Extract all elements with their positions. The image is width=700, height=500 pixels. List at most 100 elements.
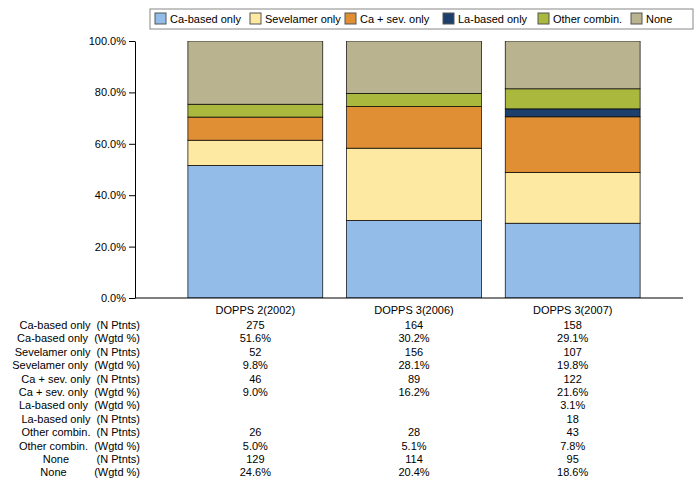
table-cell: 129	[246, 453, 264, 465]
bar-segment	[188, 117, 323, 140]
y-tick-mark	[129, 195, 135, 196]
legend-label: Sevelamer only	[265, 13, 341, 25]
y-tick: 100.0%	[89, 35, 135, 47]
y-tick-label: 40.0%	[95, 189, 126, 201]
table-cell: 275	[246, 319, 264, 331]
table-row-label: Other combin. (N Ptnts)	[21, 426, 140, 438]
y-axis: 0.0% 20.0% 40.0% 60.0% 80.0% 100.0%	[89, 35, 136, 304]
x-tick-label: DOPPS 3(2006)	[374, 304, 453, 316]
bar-segment	[347, 107, 482, 149]
legend-label: Other combin.	[553, 13, 622, 25]
x-tick: DOPPS 2(2002)	[216, 298, 295, 316]
table-cell: 28.1%	[398, 359, 429, 371]
y-tick-label: 60.0%	[95, 138, 126, 150]
legend-frame	[150, 9, 693, 29]
y-tick: 0.0%	[101, 292, 135, 304]
y-tick-label: 20.0%	[95, 241, 126, 253]
table-row-label: Other combin. (Wgtd %)	[19, 440, 140, 452]
bar-segment	[505, 172, 640, 223]
table-cell: 122	[563, 373, 581, 385]
y-tick-mark	[129, 144, 135, 145]
y-tick-label: 80.0%	[95, 86, 126, 98]
bar-segment	[505, 117, 640, 173]
bar-segment	[347, 93, 482, 106]
y-tick-mark	[129, 298, 135, 299]
bar-segment	[347, 148, 482, 220]
bar-segment	[347, 41, 482, 93]
table-cell: 89	[408, 373, 420, 385]
y-tick: 20.0%	[95, 241, 135, 253]
legend-label: Ca-based only	[170, 13, 241, 25]
y-tick-label: 100.0%	[89, 35, 127, 47]
table-cell: 24.6%	[240, 466, 271, 478]
table-cell: 156	[405, 346, 423, 358]
table-cell: 18	[567, 413, 579, 425]
bar-segment	[347, 220, 482, 298]
y-tick-mark	[129, 92, 135, 93]
x-axis-line	[135, 298, 683, 299]
table-row-label: Ca + sev. only (Wgtd %)	[19, 386, 140, 398]
table-cell: 95	[567, 453, 579, 465]
x-tick-label: DOPPS 3(2007)	[533, 304, 612, 316]
table-row-label: Sevelamer only (Wgtd %)	[12, 359, 140, 371]
bar-segment	[188, 104, 323, 117]
bars	[188, 41, 640, 298]
y-tick: 60.0%	[95, 138, 135, 150]
bar-segment	[505, 223, 640, 298]
chart: Ca-based only Sevelamer only Ca + sev. onl…	[0, 0, 700, 500]
table-row-label: Sevelamer only (N Ptnts)	[15, 346, 140, 358]
bar-segment	[505, 41, 640, 89]
y-tick-mark	[129, 247, 135, 248]
x-tick-label: DOPPS 2(2002)	[216, 304, 295, 316]
table-cell: 43	[567, 426, 579, 438]
table-cell: 7.8%	[560, 440, 585, 452]
y-tick-mark	[129, 41, 135, 42]
table-cell: 20.4%	[398, 466, 429, 478]
table-row-label: Ca + sev. only (N Ptnts)	[21, 373, 140, 385]
legend-swatch	[538, 13, 549, 24]
y-tick: 40.0%	[95, 189, 135, 201]
table-cell: 19.8%	[557, 359, 588, 371]
bar-segment	[505, 109, 640, 117]
bar-segment	[188, 165, 323, 298]
table-cell: 3.1%	[560, 399, 585, 411]
x-axis: DOPPS 2(2002) DOPPS 3(2006) DOPPS 3(2007)	[216, 298, 613, 316]
x-tick: DOPPS 3(2006)	[374, 298, 453, 316]
bar-segment	[188, 41, 323, 104]
legend-label: La-based only	[458, 13, 528, 25]
table-cell: 28	[408, 426, 420, 438]
table-cell: 29.1%	[557, 332, 588, 344]
y-axis-line	[135, 42, 136, 299]
table-cell: 107	[563, 346, 581, 358]
table-row-label: La-based only (Wgtd %)	[19, 399, 140, 411]
table-cell: 9.8%	[243, 359, 268, 371]
table-cell: 158	[563, 319, 581, 331]
table-cell: 9.0%	[243, 386, 268, 398]
table-row-label: Ca-based only (Wgtd %)	[17, 332, 140, 344]
table-row-label: None (Wgtd %)	[40, 466, 140, 478]
legend-swatch	[345, 13, 356, 24]
table-cell: 26	[249, 426, 261, 438]
table-cell: 16.2%	[398, 386, 429, 398]
y-tick-label: 0.0%	[101, 292, 126, 304]
legend-swatch	[631, 13, 642, 24]
table-row-label: Ca-based only (N Ptnts)	[20, 319, 140, 331]
table-cell: 46	[249, 373, 261, 385]
table-cell: 18.6%	[557, 466, 588, 478]
legend-label: None	[646, 13, 672, 25]
data-table: Ca-based only (N Ptnts)275164158Ca-based…	[12, 319, 588, 478]
bar-segment	[505, 89, 640, 109]
legend-swatch	[155, 13, 166, 24]
table-row-label: La-based only (N Ptnts)	[21, 413, 140, 425]
table-cell: 114	[405, 453, 423, 465]
y-tick: 80.0%	[95, 86, 135, 98]
table-cell: 30.2%	[398, 332, 429, 344]
legend-swatch	[250, 13, 261, 24]
legend-label: Ca + sev. only	[360, 13, 430, 25]
table-cell: 52	[249, 346, 261, 358]
x-tick: DOPPS 3(2007)	[533, 298, 612, 316]
table-cell: 51.6%	[240, 332, 271, 344]
table-row-label: None (N Ptnts)	[43, 453, 140, 465]
table-cell: 5.1%	[401, 440, 426, 452]
bar-segment	[188, 140, 323, 165]
